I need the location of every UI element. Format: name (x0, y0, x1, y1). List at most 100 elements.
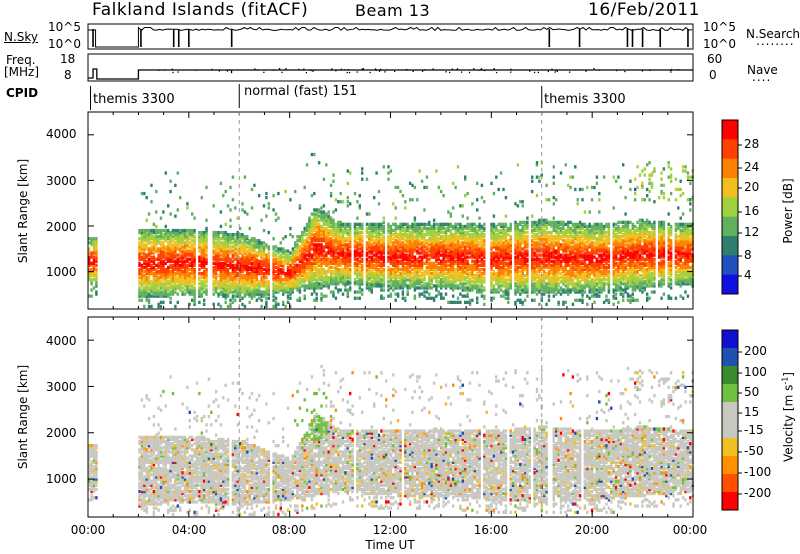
power-cell (231, 245, 235, 249)
power-cell (272, 251, 275, 255)
power-cell (253, 249, 256, 253)
power-cell (226, 241, 230, 245)
power-cell (238, 249, 242, 253)
power-cell (423, 233, 426, 237)
power-cell (169, 230, 172, 235)
power-cell (203, 235, 206, 239)
power-cell (298, 280, 302, 284)
power-cell (476, 181, 479, 185)
power-cell (152, 239, 156, 243)
power-cell (495, 288, 498, 292)
power-cell (162, 247, 165, 251)
power-cell (310, 212, 314, 216)
power-cell (193, 255, 196, 259)
power-cell (382, 257, 385, 261)
power-cell (181, 228, 184, 233)
power-cell (188, 251, 191, 255)
power-cell (186, 202, 189, 206)
power-cell (152, 274, 156, 278)
power-cell (157, 280, 160, 284)
power-cell (138, 251, 141, 255)
power-cell (420, 257, 424, 261)
power-cell (205, 292, 208, 296)
power-cell (262, 253, 266, 257)
power-cell (191, 247, 194, 251)
power-cell (499, 284, 503, 288)
power-cell (95, 259, 98, 263)
power-cell (265, 304, 268, 309)
power-cell (193, 290, 196, 294)
power-cell (176, 300, 179, 304)
power-cell (272, 208, 275, 212)
power-cell (162, 243, 165, 247)
power-cell (203, 241, 206, 245)
power-cell (361, 243, 364, 247)
power-cell (483, 222, 486, 226)
power-cell (356, 272, 359, 276)
power-cell (169, 243, 172, 247)
power-cell (260, 255, 263, 259)
power-cell (432, 249, 436, 253)
power-cell (224, 253, 227, 257)
power-cell (171, 267, 175, 272)
power-cell (332, 210, 335, 214)
power-cell (145, 269, 148, 274)
power-cell (317, 253, 321, 257)
power-cell (157, 269, 160, 274)
power-cell (147, 300, 151, 304)
power-cell (365, 261, 369, 265)
power-cell (387, 284, 390, 288)
power-cell (205, 284, 208, 288)
power-cell (152, 267, 156, 272)
power-cell (200, 263, 203, 267)
power-cell (394, 292, 397, 296)
power-cell (140, 274, 144, 278)
power-cell (315, 210, 318, 214)
power-cell (238, 233, 242, 237)
power-cell (389, 294, 393, 298)
power-cell (507, 282, 510, 286)
power-cell (301, 261, 304, 265)
power-cell (344, 237, 347, 241)
power-cell (152, 245, 156, 249)
power-cell (296, 298, 299, 302)
power-cell (375, 222, 378, 226)
power-cell (234, 276, 237, 280)
power-cell (373, 249, 376, 253)
power-cell (327, 241, 330, 245)
power-cell (325, 226, 328, 231)
power-cell (382, 239, 385, 243)
power-cell (461, 235, 464, 239)
power-cell (459, 253, 462, 257)
power-cell (205, 272, 208, 276)
power-cell (222, 261, 225, 265)
power-cell (373, 276, 376, 280)
power-cell (188, 276, 191, 280)
power-cell (380, 239, 383, 243)
power-cell (358, 280, 361, 284)
power-cell (464, 286, 467, 290)
power-cell (356, 274, 359, 278)
power-cell (461, 214, 464, 218)
power-cell (310, 247, 314, 251)
power-cell (442, 251, 445, 255)
power-cell (454, 224, 457, 229)
power-cell (308, 274, 311, 278)
power-cell (179, 228, 182, 233)
power-cell (449, 222, 452, 226)
power-cell (145, 261, 148, 265)
power-cell (454, 286, 457, 290)
power-cell (200, 196, 203, 200)
power-cell (145, 255, 148, 259)
power-cell (404, 282, 407, 286)
power-cell (375, 274, 378, 278)
power-cell (353, 235, 357, 239)
power-cell (344, 263, 347, 267)
power-cell (262, 282, 266, 286)
power-cell (471, 298, 474, 302)
power-cell (224, 257, 227, 261)
power-cell (138, 286, 141, 290)
power-cell (186, 243, 189, 247)
power-cell (396, 245, 400, 249)
power-cell (255, 261, 258, 265)
